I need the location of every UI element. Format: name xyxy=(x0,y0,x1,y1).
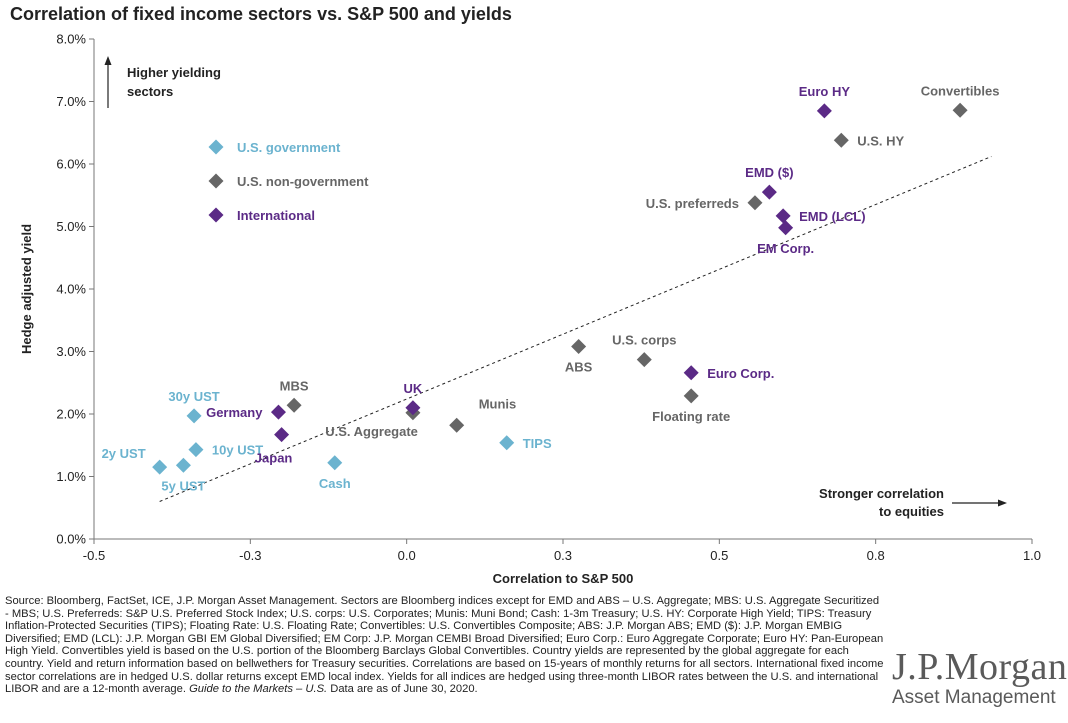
point-mbs xyxy=(286,397,302,413)
point-label-munis: Munis xyxy=(479,396,517,411)
y-tick-label: 0.0% xyxy=(56,532,86,547)
footnote-italic: Guide to the Markets – U.S. xyxy=(189,683,328,696)
point-label-30y-ust: 30y UST xyxy=(168,389,219,404)
point-tips xyxy=(499,435,515,451)
y-tick-label: 4.0% xyxy=(56,282,86,297)
point-2y-ust xyxy=(152,459,168,475)
point-u-s-corps xyxy=(636,352,652,368)
source-footnote: Source: Bloomberg, FactSet, ICE, J.P. Mo… xyxy=(5,595,885,696)
point-cash xyxy=(327,455,343,471)
scatter-chart: 0.0% 1.0% 2.0% 3.0% 4.0% 5.0% 6.0% 7.0% 8.0% -0.5… xyxy=(19,32,1041,587)
point-label-convertibles: Convertibles xyxy=(921,83,1000,98)
point-label-euro-corp: Euro Corp. xyxy=(707,366,774,381)
x-tick-label: -0.3 xyxy=(239,548,261,563)
point-u-s-hy xyxy=(833,132,849,148)
logo-wordmark: J.P.Morgan xyxy=(892,646,1068,688)
y-tick-label: 8.0% xyxy=(56,32,86,47)
jpmorgan-logo: J.P.Morgan Asset Management xyxy=(892,646,1068,708)
y-axis-title: Hedge adjusted yield xyxy=(19,224,34,354)
point-emd xyxy=(761,184,777,200)
point-label-emd-lcl: EMD (LCL) xyxy=(799,209,865,224)
legend-label: International xyxy=(237,208,315,223)
point-em-corp xyxy=(778,220,794,236)
point-munis xyxy=(449,417,465,433)
legend-marker xyxy=(208,173,224,189)
y-tick-label: 5.0% xyxy=(56,219,86,234)
y-tick-label: 3.0% xyxy=(56,344,86,359)
x-axis-title: Correlation to S&P 500 xyxy=(493,571,634,586)
point-germany xyxy=(270,404,286,420)
point-label-germany: Germany xyxy=(206,405,263,420)
point-japan xyxy=(274,427,290,443)
point-label-u-s-aggregate: U.S. Aggregate xyxy=(325,424,418,439)
point-u-s-preferreds xyxy=(747,195,763,211)
point-label-emd: EMD ($) xyxy=(745,165,793,180)
point-label-2y-ust: 2y UST xyxy=(102,446,146,461)
x-tick-label: 0.0 xyxy=(398,548,416,563)
point-emd-lcl xyxy=(775,208,791,224)
point-label-5y-ust: 5y UST xyxy=(161,478,205,493)
right-arrow-head xyxy=(998,499,1007,507)
point-label-u-s-corps: U.S. corps xyxy=(612,333,676,348)
legend-label: U.S. government xyxy=(237,140,341,155)
y-tick-label: 6.0% xyxy=(56,157,86,172)
up-arrow-head xyxy=(104,56,112,65)
x-tick-label: 1.0 xyxy=(1023,548,1041,563)
x-tick-label: 0.8 xyxy=(867,548,885,563)
y-tick-label: 7.0% xyxy=(56,94,86,109)
point-floating-rate xyxy=(683,388,699,404)
x-tick-label: 0.5 xyxy=(710,548,728,563)
x-tick-label: -0.5 xyxy=(83,548,105,563)
point-uk xyxy=(405,400,421,416)
point-euro-corp xyxy=(683,365,699,381)
point-10y-ust xyxy=(188,442,204,458)
y-tick-label: 1.0% xyxy=(56,469,86,484)
legend-marker xyxy=(208,139,224,155)
point-label-tips: TIPS xyxy=(523,436,552,451)
legend-marker xyxy=(208,207,224,223)
annotation-higher-yield-line1: Higher yielding xyxy=(127,65,221,80)
point-euro-hy xyxy=(816,103,832,119)
point-label-uk: UK xyxy=(404,381,423,396)
point-label-mbs: MBS xyxy=(280,378,309,393)
point-label-japan: Japan xyxy=(255,451,293,466)
chart-title: Correlation of fixed income sectors vs. … xyxy=(10,4,512,24)
point-label-u-s-hy: U.S. HY xyxy=(857,133,904,148)
point-label-abs: ABS xyxy=(565,360,593,375)
point-label-u-s-preferreds: U.S. preferreds xyxy=(646,196,739,211)
point-convertibles xyxy=(952,102,968,118)
point-label-cash: Cash xyxy=(319,476,351,491)
annotation-stronger-corr-line2: to equities xyxy=(879,504,944,519)
legend-label: U.S. non-government xyxy=(237,174,369,189)
trend-line xyxy=(159,156,992,502)
point-5y-ust xyxy=(175,457,191,473)
y-tick-label: 2.0% xyxy=(56,407,86,422)
point-30y-ust xyxy=(186,408,202,424)
logo-subtitle: Asset Management xyxy=(892,687,1056,708)
point-label-floating-rate: Floating rate xyxy=(652,409,730,424)
footnote-main: Source: Bloomberg, FactSet, ICE, J.P. Mo… xyxy=(5,595,884,696)
footnote-tail: Data are as of June 30, 2020. xyxy=(327,683,478,696)
x-tick-label: 0.3 xyxy=(554,548,572,563)
point-label-euro-hy: Euro HY xyxy=(799,84,851,99)
annotation-stronger-corr-line1: Stronger correlation xyxy=(819,486,944,501)
annotation-higher-yield-line2: sectors xyxy=(127,84,173,99)
point-label-em-corp: EM Corp. xyxy=(757,241,814,256)
point-abs xyxy=(571,339,587,354)
point-label-10y-ust: 10y UST xyxy=(212,443,263,458)
